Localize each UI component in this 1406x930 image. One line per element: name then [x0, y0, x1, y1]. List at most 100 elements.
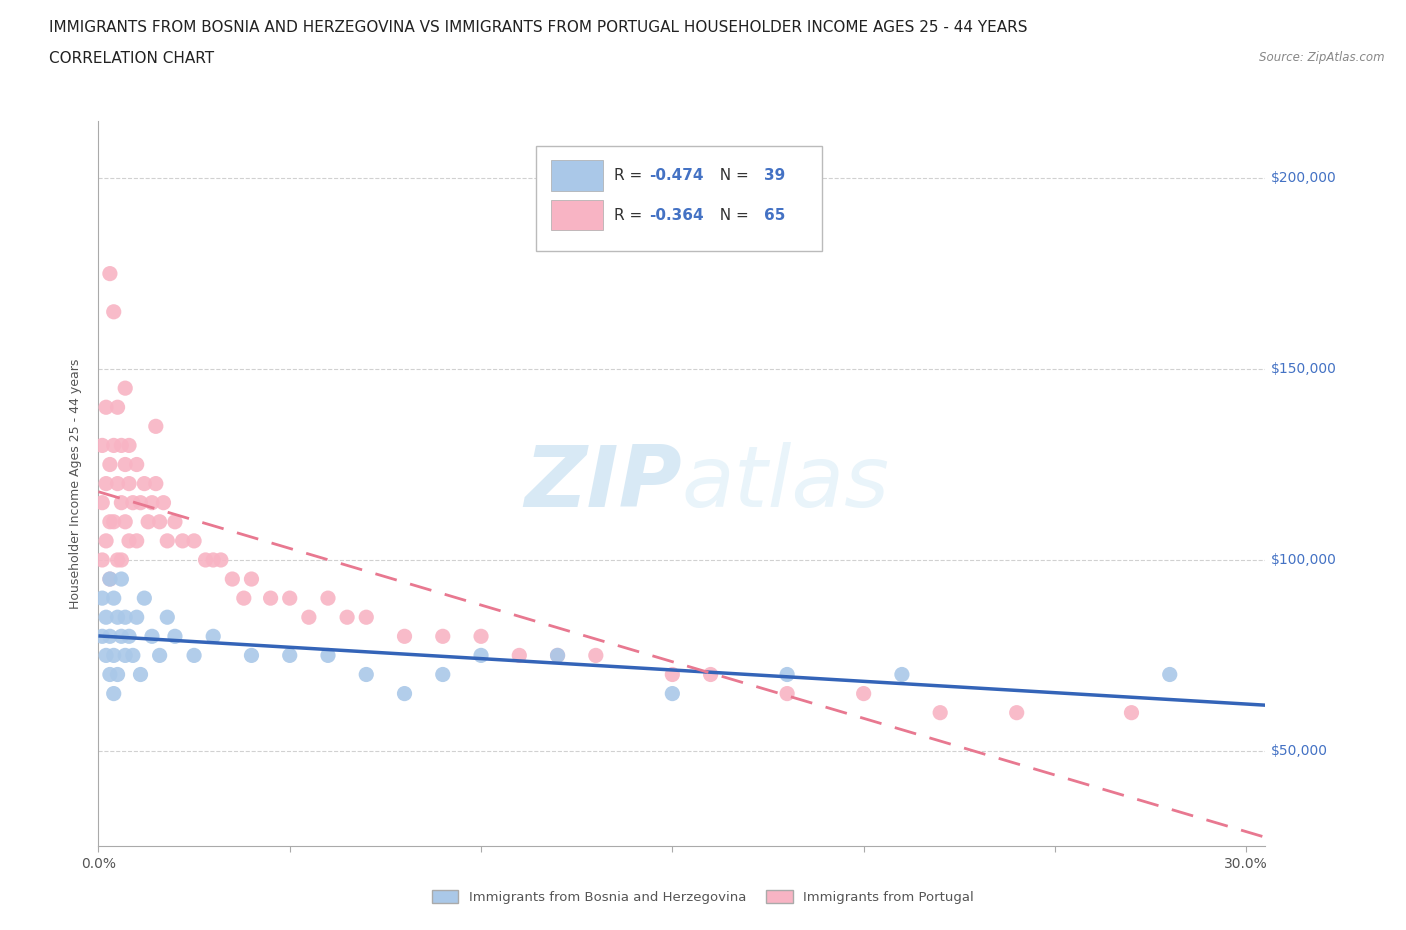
Point	[202, 552, 225, 567]
Text: $50,000: $50,000	[1271, 744, 1329, 758]
Point	[103, 686, 125, 701]
Point	[91, 496, 114, 511]
Point	[240, 572, 263, 587]
Point	[316, 648, 339, 663]
Point	[202, 629, 225, 644]
FancyBboxPatch shape	[551, 200, 603, 231]
Point	[125, 534, 148, 549]
Point	[278, 591, 301, 605]
Text: $200,000: $200,000	[1271, 171, 1337, 185]
Point	[110, 552, 132, 567]
Point	[98, 266, 121, 281]
Point	[98, 629, 121, 644]
Point	[259, 591, 281, 605]
Point	[114, 514, 136, 529]
Point	[118, 629, 141, 644]
Text: N =: N =	[710, 167, 754, 183]
Point	[699, 667, 721, 682]
Point	[585, 648, 607, 663]
Point	[1159, 667, 1181, 682]
Text: -0.474: -0.474	[650, 167, 704, 183]
Point	[776, 686, 799, 701]
Point	[91, 552, 114, 567]
Point	[121, 496, 143, 511]
Point	[129, 667, 152, 682]
Point	[98, 457, 121, 472]
Point	[221, 572, 243, 587]
Point	[125, 457, 148, 472]
Point	[163, 629, 186, 644]
Point	[470, 648, 492, 663]
Point	[394, 686, 416, 701]
Text: CORRELATION CHART: CORRELATION CHART	[49, 51, 214, 66]
Point	[508, 648, 530, 663]
Point	[316, 591, 339, 605]
Point	[929, 705, 952, 720]
Point	[547, 648, 569, 663]
Point	[107, 552, 129, 567]
Point	[145, 476, 167, 491]
Point	[240, 648, 263, 663]
Point	[114, 610, 136, 625]
Point	[278, 648, 301, 663]
Point	[94, 610, 117, 625]
Point	[118, 476, 141, 491]
Point	[354, 610, 377, 625]
Point	[183, 534, 205, 549]
Point	[156, 610, 179, 625]
Point	[94, 476, 117, 491]
Text: R =: R =	[614, 207, 647, 222]
Point	[107, 476, 129, 491]
FancyBboxPatch shape	[551, 160, 603, 191]
Text: Source: ZipAtlas.com: Source: ZipAtlas.com	[1260, 51, 1385, 64]
Point	[103, 438, 125, 453]
Point	[103, 591, 125, 605]
Point	[209, 552, 232, 567]
Point	[91, 438, 114, 453]
Point	[125, 610, 148, 625]
Point	[354, 667, 377, 682]
Point	[470, 629, 492, 644]
Text: N =: N =	[710, 207, 754, 222]
Point	[661, 667, 683, 682]
Point	[91, 629, 114, 644]
Point	[145, 418, 167, 433]
FancyBboxPatch shape	[536, 146, 823, 251]
Text: $150,000: $150,000	[1271, 362, 1337, 376]
Text: atlas: atlas	[682, 442, 890, 525]
Point	[1121, 705, 1143, 720]
Point	[156, 534, 179, 549]
Point	[547, 648, 569, 663]
Point	[432, 629, 454, 644]
Point	[121, 648, 143, 663]
Point	[94, 400, 117, 415]
Point	[852, 686, 875, 701]
Point	[134, 591, 156, 605]
Point	[103, 514, 125, 529]
Text: 39: 39	[763, 167, 785, 183]
Point	[163, 514, 186, 529]
Point	[118, 438, 141, 453]
Point	[114, 648, 136, 663]
Point	[107, 400, 129, 415]
Point	[134, 476, 156, 491]
Text: 65: 65	[763, 207, 785, 222]
Point	[91, 591, 114, 605]
Point	[107, 667, 129, 682]
Point	[110, 572, 132, 587]
Point	[432, 667, 454, 682]
Point	[141, 629, 163, 644]
Point	[1005, 705, 1028, 720]
Point	[890, 667, 912, 682]
Point	[114, 457, 136, 472]
Legend: Immigrants from Bosnia and Herzegovina, Immigrants from Portugal: Immigrants from Bosnia and Herzegovina, …	[427, 884, 979, 910]
Text: $100,000: $100,000	[1271, 553, 1337, 567]
Point	[141, 496, 163, 511]
Point	[103, 304, 125, 319]
Point	[107, 610, 129, 625]
Point	[183, 648, 205, 663]
Point	[661, 686, 683, 701]
Point	[172, 534, 194, 549]
Y-axis label: Householder Income Ages 25 - 44 years: Householder Income Ages 25 - 44 years	[69, 358, 83, 609]
Point	[98, 572, 121, 587]
